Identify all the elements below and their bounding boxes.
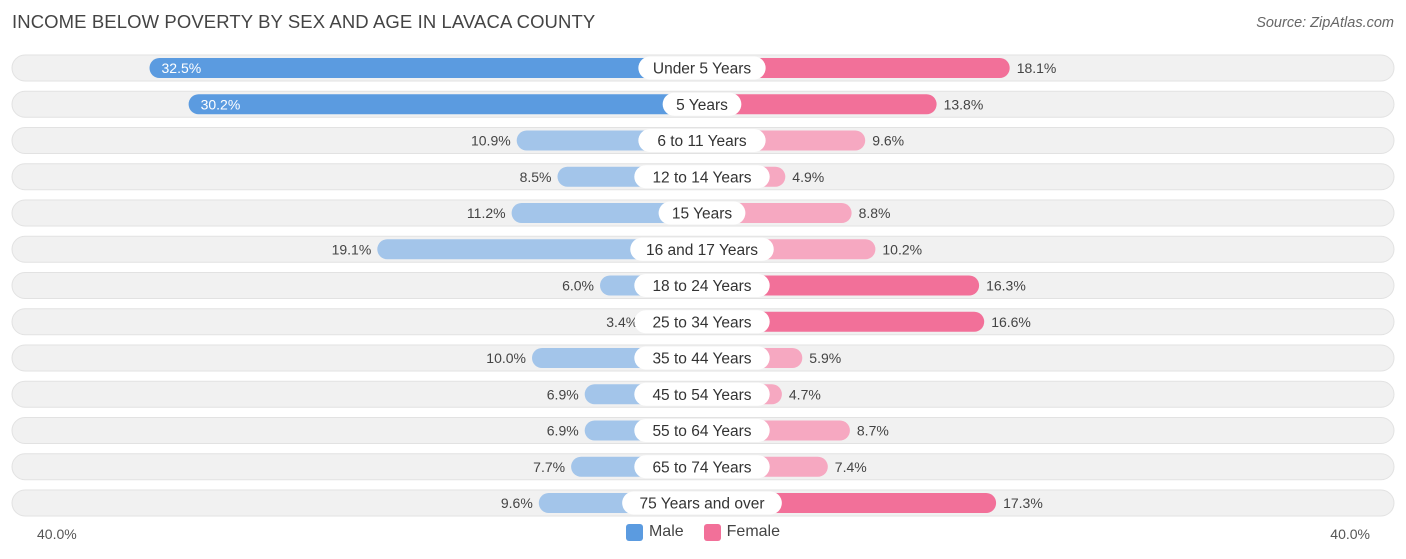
female-value-label: 5.9% [809,350,841,366]
category-label: 6 to 11 Years [657,133,747,150]
male-value-label: 32.5% [162,60,202,76]
female-bar [702,311,985,332]
legend-label-female: Female [726,523,781,540]
category-label: 18 to 24 Years [652,278,751,295]
male-value-label: 3.4% [606,314,638,330]
category-label: 25 to 34 Years [652,314,751,331]
category-label-pill [634,310,770,334]
category-label-pill [634,346,770,370]
male-value-label: 6.9% [547,386,579,402]
category-label-pill [630,237,774,261]
source-credit: Source: ZipAtlas.com [1256,15,1394,31]
legend-swatch-male [625,523,643,541]
category-label-pill [634,419,770,442]
female-value-label: 18.1% [1017,60,1057,76]
axis-max-label: 40.0% [1330,526,1370,542]
legend-swatch-female [703,523,721,541]
category-label-pill [638,129,766,152]
axis-min-label: 40.0% [37,526,77,542]
male-value-label: 9.6% [501,495,533,511]
male-bar [149,58,702,78]
female-value-label: 8.7% [857,423,889,439]
female-bar [702,58,1010,78]
female-value-label: 13.8% [944,96,984,112]
female-bar [702,275,980,296]
category-label: 65 to 74 Years [652,459,751,476]
male-value-label: 7.7% [533,459,565,475]
category-label: 45 to 54 Years [652,387,751,404]
category-label: 55 to 64 Years [652,423,751,440]
male-bar [511,203,702,223]
female-value-label: 16.6% [991,314,1031,330]
male-value-label: 6.9% [547,423,579,439]
chart-canvas: 32.5% 18.1% Under 5 Years 30.2% 13.8% 5 Years… [11,54,1395,517]
category-label-pill [634,165,770,189]
category-label-pill [634,455,770,479]
legend-item-female[interactable]: Female [703,523,781,541]
category-label: 75 Years and over [640,496,765,513]
category-label-pill [622,491,782,515]
legend-label-male: Male [648,523,684,540]
male-value-label: 30.2% [201,96,241,112]
category-label-pill [658,201,746,225]
female-value-label: 9.6% [872,133,904,149]
chart-title: INCOME BELOW POVERTY BY SEX AND AGE IN L… [12,11,596,32]
male-value-label: 11.2% [467,205,506,221]
category-label: 5 Years [676,97,728,114]
category-label: 15 Years [672,206,733,223]
category-label-pill [634,382,770,406]
female-value-label: 8.8% [859,205,891,221]
male-value-label: 10.0% [486,350,526,366]
female-bar [702,94,937,115]
legend: Male Female [0,523,1406,541]
category-label: Under 5 Years [653,61,751,78]
category-label-pill [638,56,766,80]
male-bar [188,94,703,115]
female-value-label: 7.4% [835,459,867,475]
female-value-label: 4.7% [789,386,821,402]
female-value-label: 10.2% [882,241,922,257]
category-label-pill [634,274,770,297]
male-bar [377,239,702,260]
male-value-label: 8.5% [520,169,552,185]
female-value-label: 4.9% [792,169,824,185]
male-value-label: 10.9% [471,133,511,149]
male-value-label: 6.0% [562,278,594,294]
category-label-pill [662,92,742,116]
category-label: 16 and 17 Years [646,242,758,259]
category-label: 35 to 44 Years [652,351,751,368]
male-value-label: 19.1% [332,241,372,257]
legend-item-male[interactable]: Male [625,523,684,541]
female-value-label: 17.3% [1003,495,1043,511]
female-value-label: 16.3% [986,278,1026,294]
category-label: 12 to 14 Years [652,169,751,186]
